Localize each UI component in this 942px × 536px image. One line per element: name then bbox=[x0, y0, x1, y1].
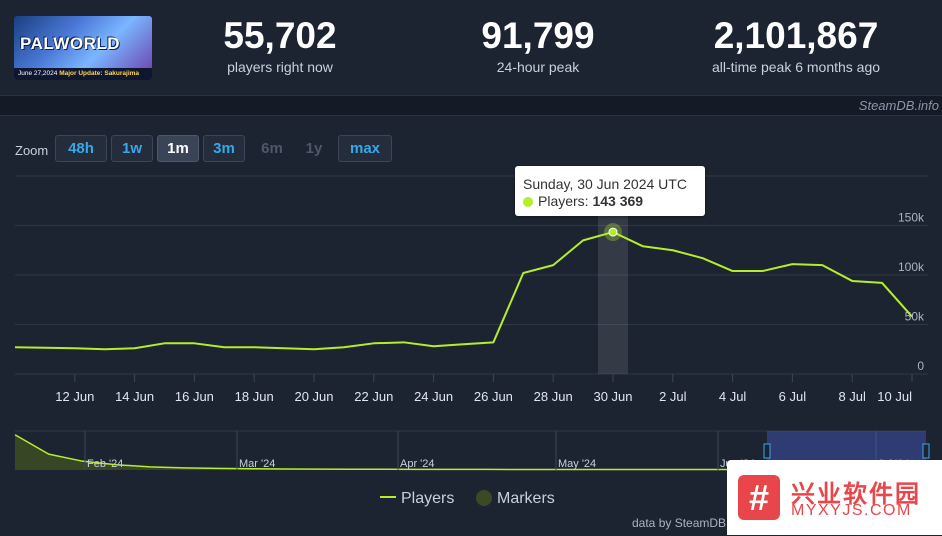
zoom-48h-button[interactable]: 48h bbox=[55, 135, 107, 162]
banner-date: June 27,2024 bbox=[18, 70, 58, 77]
banner-strip: June 27,2024 Major Update: Sakurajima bbox=[14, 68, 152, 80]
y-tick-label: 100k bbox=[898, 260, 925, 274]
stat-value: 55,702 bbox=[223, 15, 337, 56]
tooltip-value-row: Players: 143 369 bbox=[523, 193, 643, 209]
marker-swatch-icon bbox=[476, 490, 492, 506]
legend-players-label: Players bbox=[401, 490, 455, 507]
stat-label: 24-hour peak bbox=[496, 59, 580, 75]
stat-value: 2,101,867 bbox=[713, 15, 879, 56]
x-tick-label: 22 Jun bbox=[354, 389, 393, 404]
x-tick-label: 18 Jun bbox=[235, 389, 274, 404]
series-line-players bbox=[14, 231, 913, 351]
tooltip-series-label: Players: bbox=[538, 193, 589, 209]
zoom-6m-button: 6m bbox=[261, 140, 283, 157]
zoom-label: Zoom bbox=[15, 143, 49, 158]
x-tick-label: 30 Jun bbox=[593, 389, 632, 404]
x-tick-label: 28 Jun bbox=[534, 389, 573, 404]
legend-markers[interactable]: Markers bbox=[476, 490, 555, 508]
stat-label: players right now bbox=[227, 59, 333, 75]
navigator-left-handle bbox=[763, 443, 771, 459]
x-tick-label: 12 Jun bbox=[55, 389, 94, 404]
highlight-point bbox=[608, 227, 618, 237]
x-tick-label: 14 Jun bbox=[115, 389, 154, 404]
tooltip-date: Sunday, 30 Jun 2024 UTC bbox=[523, 176, 687, 192]
game-logo: PALWORLD bbox=[20, 34, 121, 53]
site-watermark: # 兴业软件园 MYXYJS.COM bbox=[727, 460, 942, 535]
y-tick-label: 150k bbox=[898, 211, 925, 225]
x-tick-label: 10 Jul bbox=[877, 389, 912, 404]
x-tick-label: 2 Jul bbox=[659, 389, 687, 404]
x-tick-label: 20 Jun bbox=[294, 389, 333, 404]
line-swatch-icon bbox=[380, 496, 396, 498]
legend-markers-label: Markers bbox=[497, 490, 555, 507]
x-tick-label: 16 Jun bbox=[175, 389, 214, 404]
zoom-1w-button[interactable]: 1w bbox=[111, 135, 153, 162]
watermark-url: MYXYJS.COM bbox=[791, 502, 912, 519]
stat-all-time-peak: 2,101,867 all-time peak 6 months ago bbox=[690, 15, 902, 76]
navigator-month-label: Feb '24 bbox=[87, 458, 123, 470]
x-tick-label: 4 Jul bbox=[719, 389, 747, 404]
zoom-max-button[interactable]: max bbox=[338, 135, 392, 162]
hash-logo-icon: # bbox=[738, 475, 780, 520]
navigator-month-label: Mar '24 bbox=[239, 458, 275, 470]
chart-tooltip: Sunday, 30 Jun 2024 UTC Players: 143 369 bbox=[515, 166, 705, 216]
x-tick-label: 24 Jun bbox=[414, 389, 453, 404]
tooltip-value: 143 369 bbox=[592, 193, 644, 209]
data-credit[interactable]: data by SteamDB bbox=[632, 516, 727, 530]
stat-24h-peak: 91,799 24-hour peak bbox=[458, 15, 618, 76]
zoom-1y-button: 1y bbox=[305, 140, 323, 157]
zoom-1m-button[interactable]: 1m bbox=[157, 135, 199, 162]
x-tick-label: 6 Jul bbox=[779, 389, 807, 404]
navigator-month-label: Apr '24 bbox=[400, 458, 435, 470]
stat-value: 91,799 bbox=[481, 15, 595, 56]
legend-players[interactable]: Players bbox=[380, 490, 454, 508]
watermark-name: 兴业软件园 bbox=[791, 481, 921, 508]
zoom-3m-button[interactable]: 3m bbox=[203, 135, 245, 162]
stats-bar: PALWORLD June 27,2024 Major Update: Saku… bbox=[0, 0, 942, 96]
navigator-right-handle bbox=[922, 443, 930, 459]
steamdb-credit[interactable]: SteamDB.info bbox=[858, 98, 939, 113]
stat-current-players: 55,702 players right now bbox=[200, 15, 360, 76]
x-tick-label: 26 Jun bbox=[474, 389, 513, 404]
navigator-area bbox=[15, 434, 926, 470]
navigator-month-label: May '24 bbox=[558, 458, 596, 470]
stat-label: all-time peak 6 months ago bbox=[711, 59, 881, 75]
game-banner[interactable]: PALWORLD June 27,2024 Major Update: Saku… bbox=[14, 16, 152, 80]
series-dot-icon bbox=[523, 197, 533, 207]
banner-update: Major Update: Sakurajima bbox=[59, 70, 140, 77]
x-tick-label: 8 Jul bbox=[838, 389, 866, 404]
y-tick-label: 0 bbox=[917, 359, 924, 373]
